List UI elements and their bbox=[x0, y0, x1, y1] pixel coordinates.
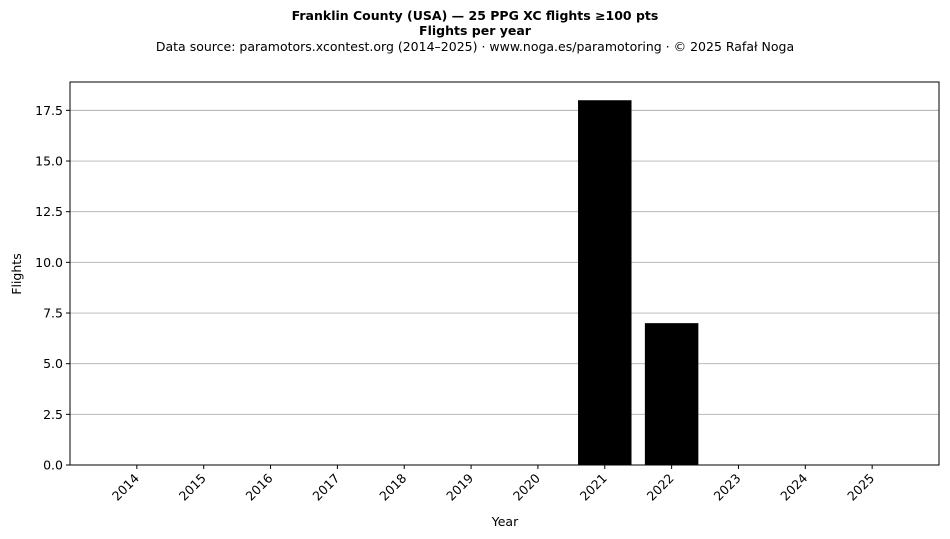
y-axis-ticks: 0.0 2.5 5.0 7.5 10.0 12.5 15.0 17.5 bbox=[35, 103, 70, 473]
x-tick-label: 2022 bbox=[644, 471, 677, 504]
x-tick-label: 2025 bbox=[844, 471, 877, 504]
plot-area-frame bbox=[69, 81, 940, 466]
x-tick-label: 2018 bbox=[376, 470, 409, 503]
y-tick-label: 5.0 bbox=[43, 356, 63, 371]
x-tick-label: 2024 bbox=[777, 470, 810, 503]
chart-header: Franklin County (USA) — 25 PPG XC flight… bbox=[0, 8, 950, 55]
x-tick-label: 2014 bbox=[109, 470, 142, 503]
data-source-note: Data source: paramotors.xcontest.org (20… bbox=[155, 39, 795, 54]
y-tick-label: 10.0 bbox=[35, 255, 63, 270]
y-tick-label: 0.0 bbox=[43, 458, 63, 473]
y-tick-label: 12.5 bbox=[35, 204, 63, 219]
x-axis-label: Year bbox=[491, 514, 519, 529]
bar-2022 bbox=[644, 323, 699, 465]
y-tick-label: 7.5 bbox=[43, 306, 63, 321]
x-tick-label: 2023 bbox=[710, 471, 743, 504]
gridlines bbox=[70, 109, 939, 415]
y-tick-label: 15.0 bbox=[35, 154, 63, 169]
y-tick-label: 2.5 bbox=[43, 407, 63, 422]
chart-subtitle: Flights per year bbox=[419, 23, 531, 38]
y-axis-label: Flights bbox=[9, 253, 24, 294]
bar-2021 bbox=[578, 100, 632, 465]
x-axis-ticks: 2014 2015 2016 2017 2018 2019 2020 2021 2022 2023… bbox=[109, 465, 877, 504]
x-tick-label: 2015 bbox=[176, 471, 209, 504]
x-tick-label: 2021 bbox=[577, 471, 610, 504]
x-tick-label: 2019 bbox=[443, 470, 476, 503]
x-tick-label: 2017 bbox=[309, 471, 342, 504]
bars bbox=[578, 100, 699, 465]
x-tick-label: 2016 bbox=[243, 470, 276, 503]
chart-title: Franklin County (USA) — 25 PPG XC flight… bbox=[291, 8, 659, 23]
y-tick-label: 17.5 bbox=[35, 103, 63, 118]
x-tick-label: 2020 bbox=[510, 470, 543, 503]
